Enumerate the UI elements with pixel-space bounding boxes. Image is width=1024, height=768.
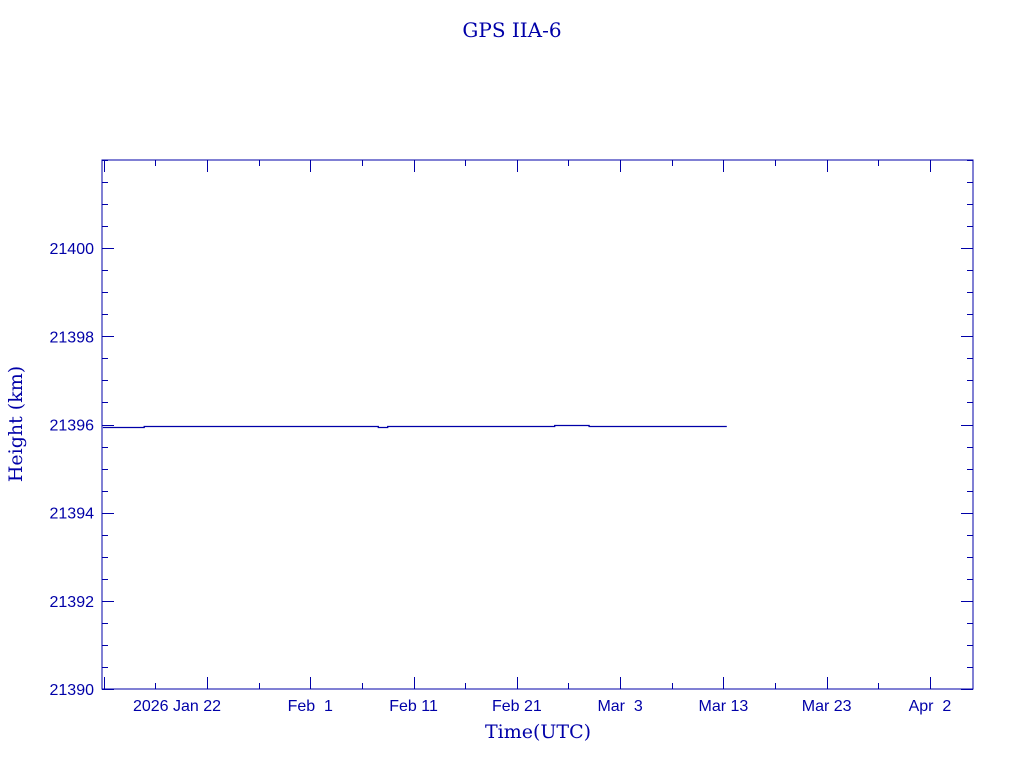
x-tick-label: Feb 11 [389,698,438,715]
x-tick-label: Mar 13 [699,698,749,715]
x-tick-label: Mar 23 [802,698,852,715]
y-axis-label: Height (km) [5,366,27,482]
x-axis-label: Time(UTC) [485,721,591,743]
y-tick-label: 21394 [50,506,95,523]
x-tick-label: Feb 21 [492,698,542,715]
x-axis: 2026 Jan 22 Feb 1 Feb 11 Feb 21 Mar 3 Mar 13 M… [104,160,952,715]
chart-title: GPS IIA-6 [462,18,561,42]
plot-frame [101,159,974,690]
series-line [102,424,727,429]
y-tick-label: 21398 [50,329,95,346]
x-tick-label: Apr 2 [909,698,952,715]
y-tick-label: 21400 [50,241,95,258]
x-tick-label: Mar 3 [597,698,642,715]
y-tick-label: 21390 [50,682,95,699]
y-axis: 21390 21392 21394 21396 21398 21400 [50,160,973,699]
y-tick-label: 21396 [50,418,95,435]
y-tick-label: 21392 [50,594,95,611]
x-tick-label: 2026 Jan 22 [133,698,221,715]
x-tick-label: Feb 1 [288,698,333,715]
series-group [102,424,727,429]
